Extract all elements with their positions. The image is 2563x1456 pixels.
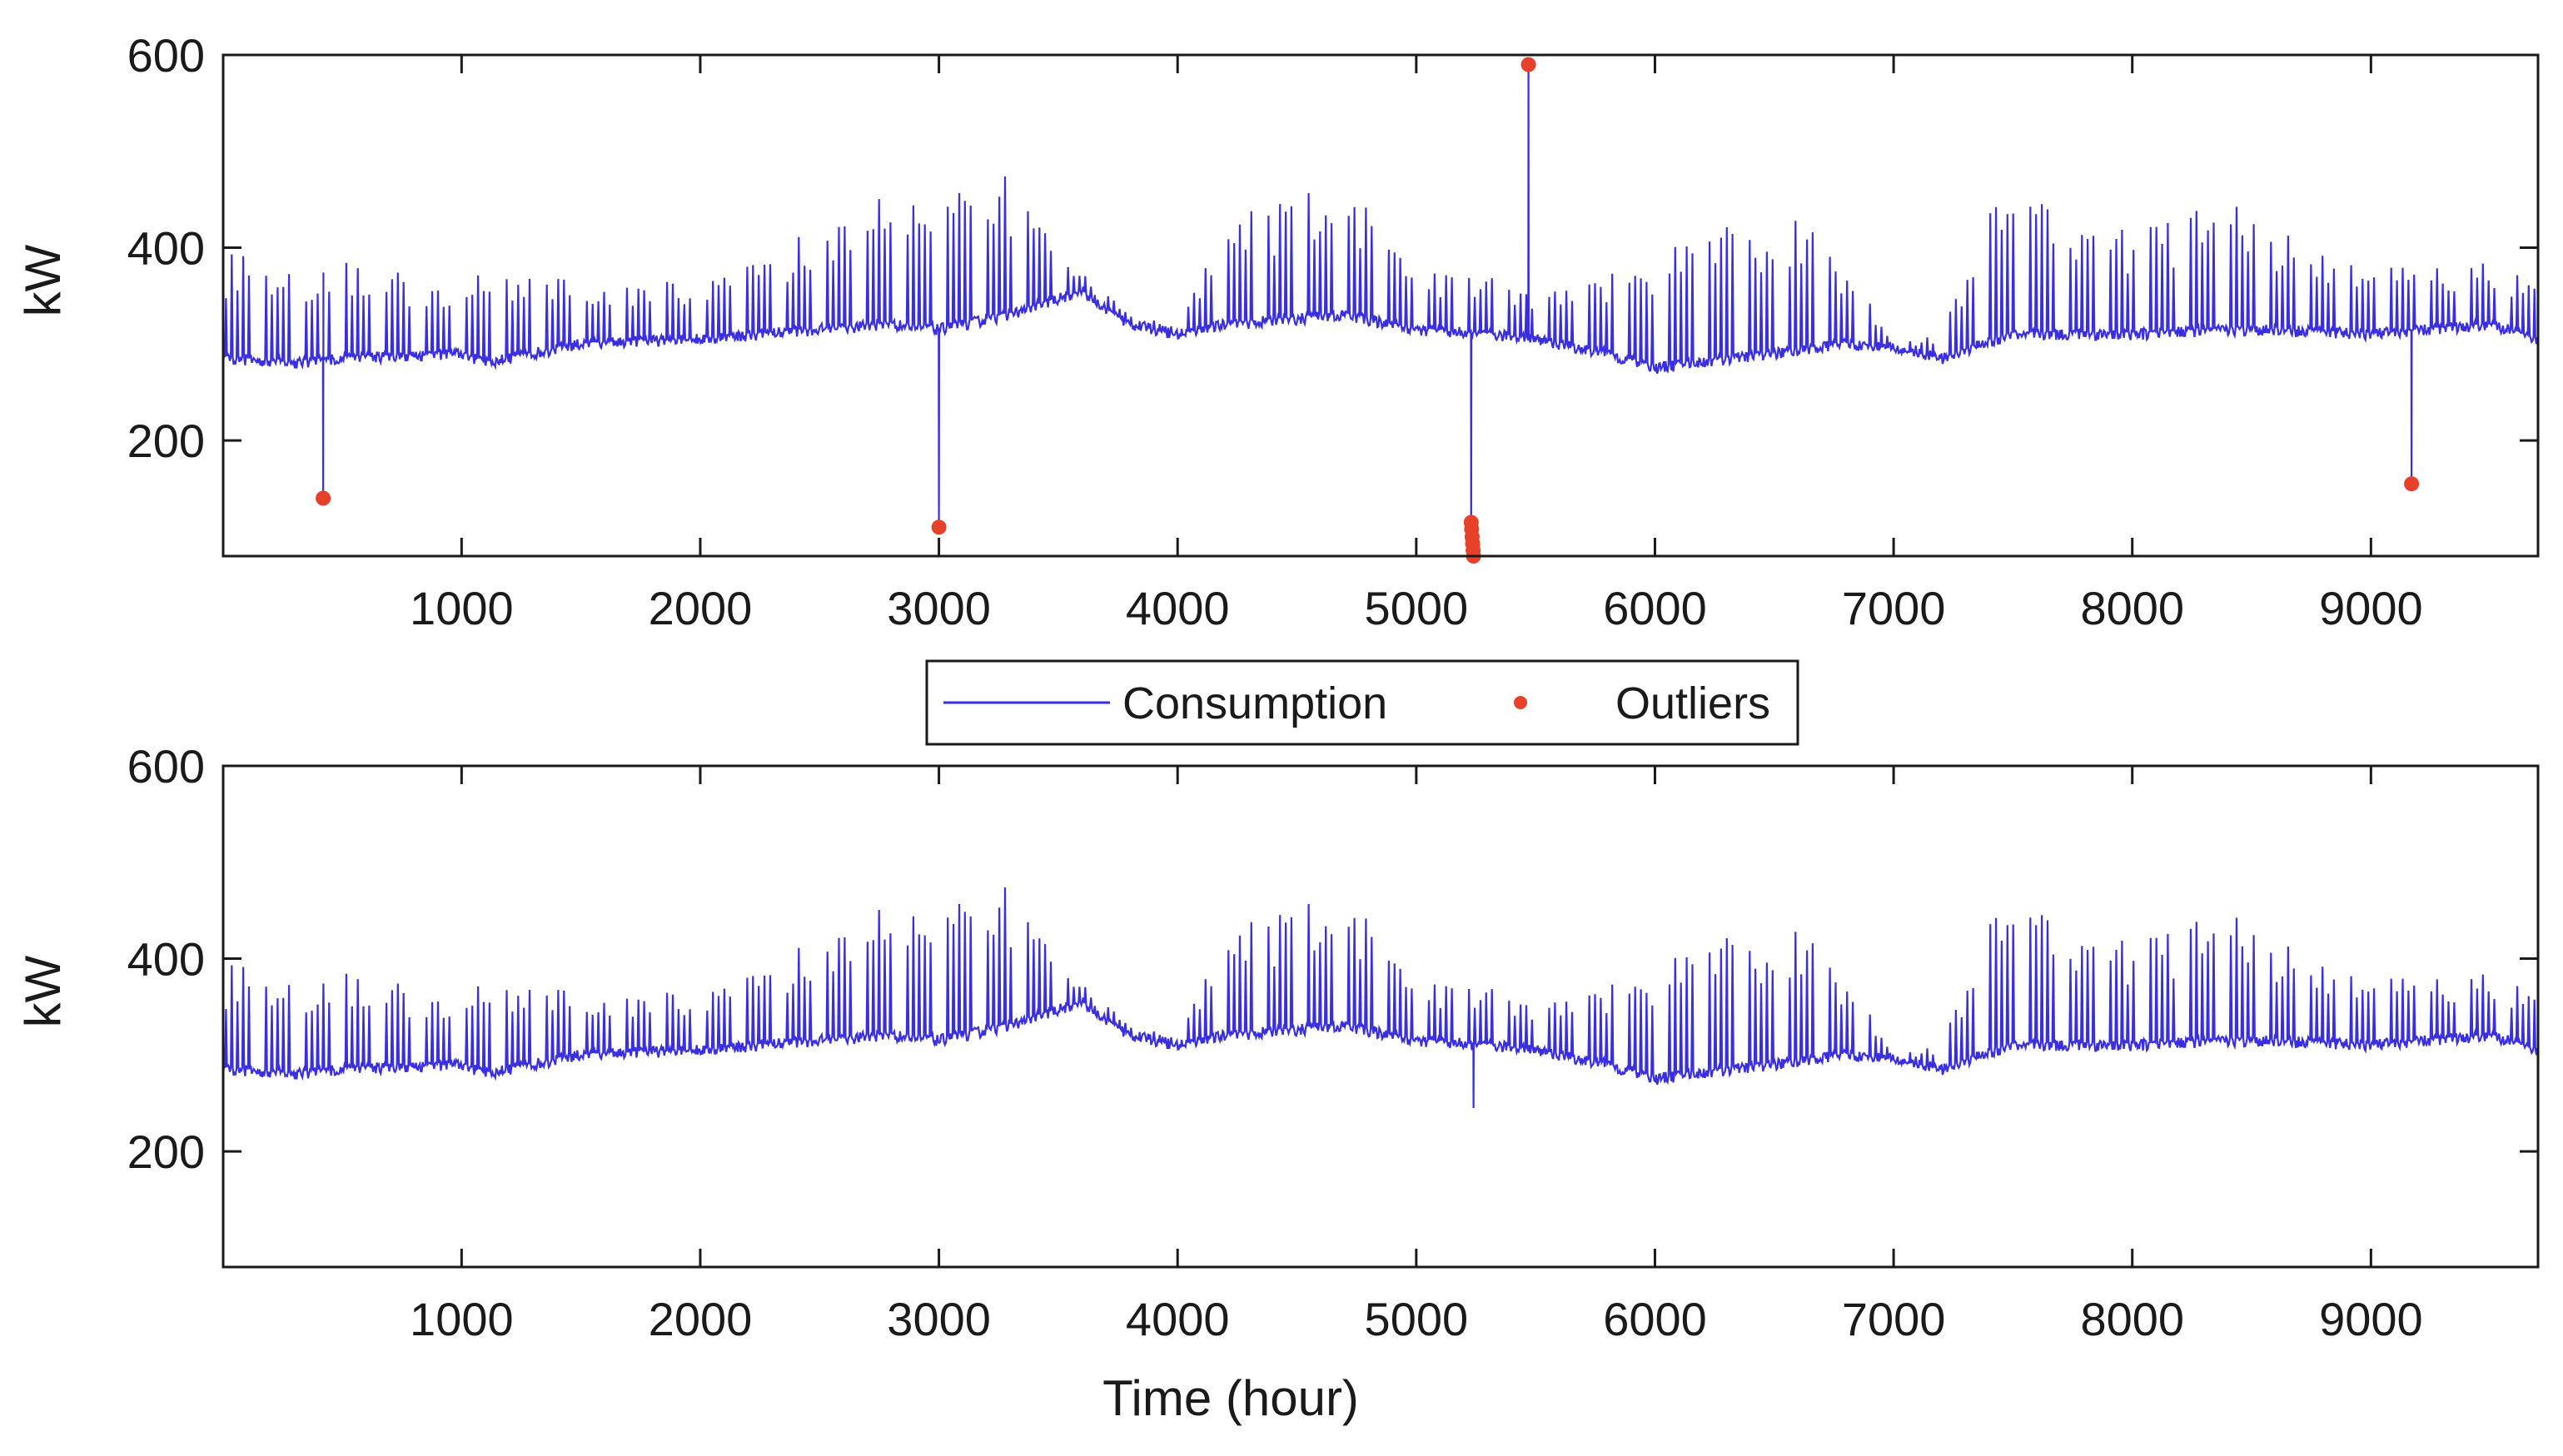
top-x-tick-label: 4000: [1126, 582, 1230, 634]
bottom-x-axis-label: Time (hour): [1102, 1370, 1359, 1426]
top-outliers-series: [316, 57, 2420, 564]
bottom-y-tick-label: 600: [127, 740, 205, 793]
bottom-x-tick-label: 7000: [1842, 1293, 1946, 1345]
bottom-x-tick-label: 3000: [887, 1293, 991, 1345]
top-outlier-point: [2404, 476, 2420, 492]
bottom-chart-panel: 1000 2000 3000 4000 5000 6000 7000 8000 9000 200 4…: [15, 740, 2540, 1426]
top-chart-panel: 1000 2000 3000 4000 5000 6000 7000 8000 9000 200 4…: [15, 29, 2540, 634]
bottom-x-tick-label: 2000: [649, 1293, 753, 1345]
bottom-x-tick-label: 4000: [1126, 1293, 1230, 1345]
top-x-tick-label: 8000: [2080, 582, 2184, 634]
bottom-x-tick-label: 5000: [1365, 1293, 1469, 1345]
top-outlier-point: [316, 490, 331, 506]
top-y-tick-label: 200: [127, 415, 205, 467]
top-x-tick-label: 6000: [1603, 582, 1707, 634]
bottom-x-tick-label: 8000: [2080, 1293, 2184, 1345]
bottom-plot-frame: [221, 764, 2540, 1269]
top-outlier-point: [931, 519, 947, 535]
top-x-tick-label: 2000: [649, 582, 753, 634]
bottom-x-tick-label: 6000: [1603, 1293, 1707, 1345]
bottom-x-tick-label: 9000: [2319, 1293, 2423, 1345]
legend-outliers-label: Outliers: [1615, 678, 1770, 728]
top-y-axis-label: kW: [15, 244, 71, 316]
top-x-tick-label: 3000: [887, 582, 991, 634]
legend-outliers-marker: [1514, 696, 1527, 709]
bottom-y-axis-label: kW: [15, 955, 71, 1027]
bottom-y-tick-label: 400: [127, 933, 205, 986]
top-x-tick-label: 1000: [410, 582, 514, 634]
bottom-consumption-series: [223, 887, 2538, 1109]
top-plot-frame: [221, 53, 2540, 558]
legend: Consumption Outliers: [925, 659, 1799, 746]
top-y-tick-label: 600: [127, 29, 205, 82]
bottom-x-tick-label: 1000: [410, 1293, 514, 1345]
bottom-axis-ticks: 1000 2000 3000 4000 5000 6000 7000 8000 9000 200 4…: [127, 740, 2538, 1345]
top-x-tick-label: 9000: [2319, 582, 2423, 634]
top-x-tick-label: 7000: [1842, 582, 1946, 634]
bottom-y-tick-label: 200: [127, 1126, 205, 1178]
top-outlier-point: [1520, 57, 1536, 72]
legend-consumption-label: Consumption: [1122, 678, 1387, 728]
top-y-tick-label: 400: [127, 222, 205, 275]
top-axis-ticks: 1000 2000 3000 4000 5000 6000 7000 8000 9000 200 4…: [127, 29, 2538, 634]
top-x-tick-label: 5000: [1365, 582, 1469, 634]
top-consumption-line: [223, 64, 2538, 556]
top-consumption-series: [223, 64, 2538, 556]
bottom-consumption-line: [223, 887, 2538, 1109]
